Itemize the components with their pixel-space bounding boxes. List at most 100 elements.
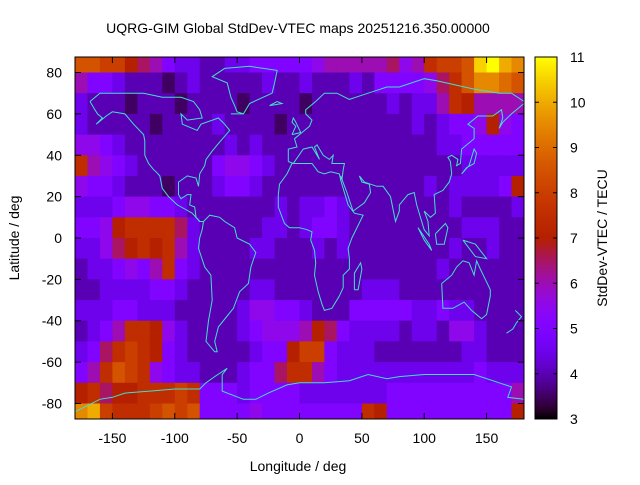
heatmap-cell: [124, 134, 138, 156]
colorbar-ticks: 3 4 5 6 7 8 9 10 11: [535, 49, 586, 427]
heatmap-cell: [399, 57, 413, 74]
heatmap-cell: [162, 341, 176, 363]
heatmap-cell: [312, 155, 326, 177]
heatmap-cell: [237, 258, 251, 280]
coastline: [461, 147, 478, 175]
heatmap-cell: [436, 320, 450, 342]
heatmap-cell: [274, 403, 288, 419]
heatmap-cell: [174, 362, 188, 384]
heatmap-cell: [224, 403, 238, 419]
heatmap-cell: [436, 175, 450, 198]
heatmap-cell: [274, 382, 288, 405]
heatmap-cell: [262, 238, 276, 260]
heatmap-cell: [224, 362, 238, 384]
heatmap-cell: [99, 196, 113, 218]
heatmap-cell: [137, 382, 151, 405]
heatmap-cell: [274, 155, 288, 177]
heatmap-cell: [474, 362, 488, 384]
heatmap-cell: [162, 196, 176, 218]
heatmap-cell: [249, 362, 263, 384]
heatmap-cell: [287, 155, 301, 177]
heatmap-cell: [474, 341, 488, 363]
heatmap-cell: [112, 93, 126, 115]
colorbar-tick-label: 3: [570, 411, 578, 427]
heatmap-cell: [474, 155, 488, 177]
coastline: [441, 259, 491, 320]
heatmap-cell: [499, 279, 513, 301]
heatmap-cell: [511, 134, 524, 156]
heatmap-cell: [75, 113, 89, 136]
heatmap-cell: [174, 72, 188, 94]
heatmap-cell: [112, 300, 126, 322]
heatmap-cell: [112, 134, 126, 156]
heatmap-cell: [124, 300, 138, 322]
heatmap-cell: [449, 279, 463, 301]
heatmap-cell: [162, 57, 176, 74]
heatmap-cell: [249, 403, 263, 419]
heatmap-cell: [349, 134, 363, 156]
heatmap-cell: [149, 72, 163, 94]
heatmap-cell: [75, 93, 89, 115]
heatmap-cell: [299, 320, 313, 342]
heatmap-cell: [461, 382, 475, 405]
heatmap-cell: [262, 134, 276, 156]
x-tick-label: -50: [227, 430, 247, 446]
heatmap-cell: [386, 300, 400, 322]
heatmap-cell: [486, 93, 500, 115]
coastline: [75, 367, 524, 413]
heatmap-cell: [361, 300, 375, 322]
heatmap-cell: [75, 362, 89, 384]
heatmap-cells: [75, 57, 524, 419]
heatmap-cell: [237, 196, 251, 218]
heatmap-cell: [324, 403, 338, 419]
heatmap-cell: [486, 113, 500, 136]
heatmap-cell: [174, 341, 188, 363]
heatmap-cell: [249, 300, 263, 322]
heatmap-cell: [124, 217, 138, 239]
heatmap-cell: [499, 155, 513, 177]
heatmap-cell: [212, 175, 226, 198]
heatmap-cell: [224, 113, 238, 136]
heatmap-cell: [436, 300, 450, 322]
heatmap-cell: [424, 57, 438, 74]
heatmap-cell: [199, 57, 213, 74]
heatmap-cell: [374, 362, 388, 384]
heatmap-cell: [411, 72, 425, 94]
x-tick-label: 150: [475, 430, 499, 446]
heatmap-cell: [336, 134, 350, 156]
heatmap-cell: [199, 300, 213, 322]
heatmap-cell: [162, 320, 176, 342]
heatmap-cell: [262, 72, 276, 94]
heatmap-cell: [436, 134, 450, 156]
heatmap-cell: [449, 403, 463, 419]
heatmap-cell: [361, 93, 375, 115]
heatmap-cell: [237, 93, 251, 115]
heatmap-cell: [349, 320, 363, 342]
heatmap-cell: [224, 217, 238, 239]
heatmap-cell: [436, 362, 450, 384]
heatmap-cell: [87, 175, 101, 198]
y-tick-label: 20: [46, 189, 62, 205]
heatmap-cell: [137, 57, 151, 74]
heatmap-cell: [87, 238, 101, 260]
heatmap-cell: [336, 196, 350, 218]
heatmap-cell: [374, 341, 388, 363]
heatmap-cell: [449, 93, 463, 115]
heatmap-cell: [224, 93, 238, 115]
heatmap-cell: [386, 403, 400, 419]
heatmap-cell: [149, 155, 163, 177]
heatmap-cell: [212, 279, 226, 301]
heatmap-cell: [112, 175, 126, 198]
heatmap-cell: [511, 93, 524, 115]
heatmap-cell: [124, 279, 138, 301]
heatmap-cell: [99, 403, 113, 419]
heatmap-cell: [249, 258, 263, 280]
heatmap-cell: [212, 238, 226, 260]
heatmap-cell: [499, 134, 513, 156]
heatmap-cell: [224, 196, 238, 218]
heatmap-cell: [424, 175, 438, 198]
heatmap-cell: [449, 134, 463, 156]
heatmap-cell: [162, 238, 176, 260]
y-tick-label: 80: [46, 65, 62, 81]
heatmap-cell: [149, 258, 163, 280]
